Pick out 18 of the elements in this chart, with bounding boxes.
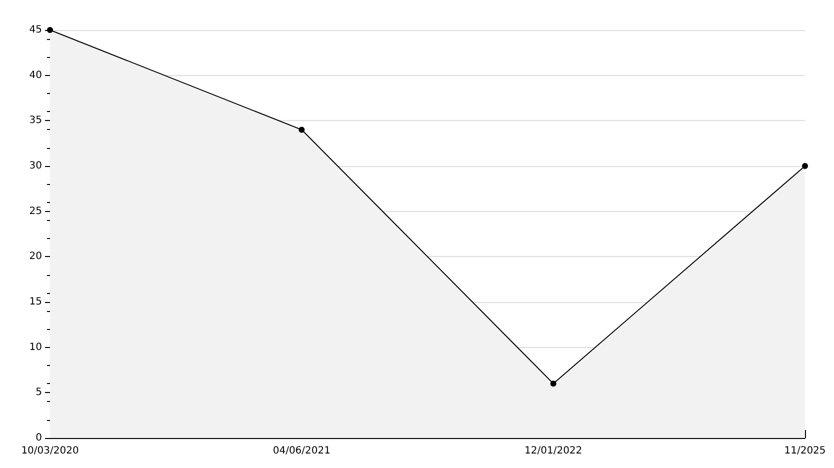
y-tick-label: 15 [29, 296, 42, 308]
y-tick-label: 10 [29, 342, 42, 353]
y-tick-label: 45 [29, 24, 42, 36]
y-tick-label: 35 [29, 115, 42, 126]
y-tick-label: 5 [36, 387, 42, 398]
point [802, 163, 808, 169]
x-tick-label: 11/2025 [784, 446, 826, 456]
y-tick-label: 40 [29, 70, 42, 81]
y-tick-label: 30 [29, 160, 42, 172]
point [550, 380, 556, 387]
point [47, 27, 53, 33]
x-tick-label: 04/06/2021 [272, 446, 330, 456]
point [298, 126, 305, 133]
x-tick-label: 12/01/2022 [524, 446, 582, 456]
y-tick-label: 20 [29, 251, 42, 262]
y-tick-label: 0 [36, 432, 42, 444]
x-tick-label: 10/03/2020 [21, 446, 79, 456]
y-tick-label: 25 [29, 206, 42, 217]
